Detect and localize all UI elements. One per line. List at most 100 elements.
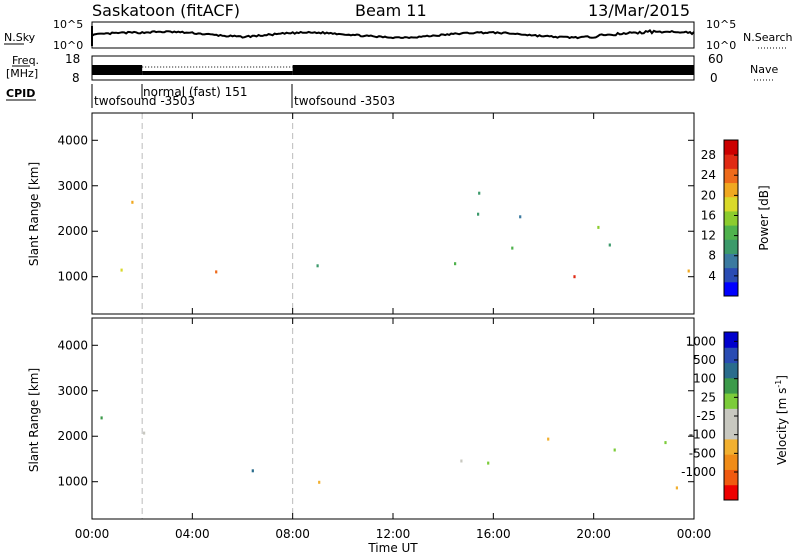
power-axes: 1000 2000 3000 4000 (57, 113, 695, 314)
y-tick-label: 4000 (57, 133, 88, 147)
scatter-cell (511, 246, 514, 250)
scatter-cell (460, 459, 463, 463)
power-colorbar-swatch (724, 210, 738, 226)
velocity-colorbar-swatch (724, 347, 738, 364)
nave-label: Nave (750, 63, 778, 76)
power-colorbar-swatch (724, 239, 738, 254)
velocity-ylabel: Slant Range [km] (27, 368, 41, 472)
power-colorbar-tick-label: 12 (701, 229, 716, 243)
y-tick-label: 1000 (57, 270, 88, 284)
freq-label-line2: [MHz] (6, 67, 38, 80)
velocity-colorbar-swatch (724, 393, 738, 409)
power-colorbar-swatch (724, 140, 738, 155)
velocity-colorbar-swatch (724, 332, 738, 348)
beam-title: Beam 11 (355, 1, 427, 20)
cpid-segment-1: twofsound -3503 (94, 94, 195, 108)
scatter-cell (478, 191, 481, 195)
velocity-colorbar-label: Velocity [m s-1] (774, 375, 789, 465)
scatter-cell (573, 275, 576, 279)
nsky-label: N.Sky (4, 31, 36, 44)
nsky-line (91, 29, 695, 40)
site-title: Saskatoon (fitACF) (92, 1, 240, 20)
nsearch-tick-top: 10^5 (706, 18, 736, 31)
power-colorbar-swatch (724, 253, 738, 269)
power-colorbar-label: Power [dB] (757, 185, 771, 250)
power-colorbar-tick-label: 4 (708, 269, 716, 283)
power-colorbar-swatch (724, 154, 738, 169)
x-tick-label: 00:00 (677, 527, 712, 541)
velocity-colorbar-swatch (724, 377, 738, 394)
scatter-cell (316, 264, 319, 268)
nsky-trace (91, 26, 695, 46)
freq-label-line1: Freq. (12, 54, 39, 67)
scatter-cell (597, 225, 600, 229)
y-tick-label: 4000 (57, 338, 88, 352)
velocity-colorbar-tick-label: 500 (693, 353, 716, 367)
velocity-colorbar-swatch (724, 484, 738, 501)
velocity-colorbar-swatch (724, 408, 738, 425)
velocity-colorbar-tick-label: -25 (696, 409, 716, 423)
scatter-cell (547, 437, 550, 441)
scatter-cell (608, 243, 611, 247)
x-tick-label: 00:00 (75, 527, 110, 541)
velocity-colorbar-tick-label: 1000 (685, 334, 716, 348)
y-tick-label: 1000 (57, 475, 88, 489)
nsearch-label: N.Search (743, 31, 793, 44)
scatter-cell (251, 469, 254, 473)
velocity-panel-frame (91, 317, 695, 520)
scatter-cell (120, 268, 123, 272)
x-tick-label: 04:00 (175, 527, 210, 541)
velocity-colorbar-tick-label: 100 (693, 372, 716, 386)
scatter-cell (687, 269, 690, 273)
power-colorbar-swatch (724, 168, 738, 184)
scatter-cell (318, 480, 321, 484)
velocity-colorbar-swatch (724, 362, 738, 379)
freq-tick-top: 18 (65, 52, 80, 66)
cpid-segment-3: twofsound -3503 (294, 94, 395, 108)
velocity-colorbar-tick-label: -1000 (681, 465, 716, 479)
y-tick-label: 3000 (57, 384, 88, 398)
nsearch-tick-bottom: 10^0 (706, 39, 736, 52)
freq-tick-bottom: 8 (72, 71, 80, 85)
velocity-colorbar-tick-label: -500 (689, 446, 716, 460)
power-plot-area (120, 113, 690, 314)
power-colorbar-swatch (724, 281, 738, 297)
power-colorbar-swatch (724, 267, 738, 283)
scatter-cell (613, 448, 616, 452)
power-colorbar-tick-label: 28 (701, 148, 716, 162)
cpid-segment-2: normal (fast) 151 (143, 85, 247, 99)
nsky-tick-bottom: 10^0 (53, 39, 83, 52)
power-colorbar-frame (723, 139, 739, 297)
velocity-colorbar: -1000 -500 -100 -25 25 100 500 1000 (681, 331, 739, 501)
date-title: 13/Mar/2015 (588, 1, 690, 20)
y-tick-label: 3000 (57, 179, 88, 193)
scatter-cell (477, 212, 480, 216)
power-colorbar-tick-label: 20 (701, 188, 716, 202)
velocity-colorbar-tick-label: 25 (701, 390, 716, 404)
velocity-colorbar-swatch (724, 423, 738, 440)
freq-trace (92, 65, 694, 75)
velocity-plot-area (100, 318, 678, 519)
power-ylabel: Slant Range [km] (27, 162, 41, 266)
power-colorbar-swatch (724, 225, 738, 240)
scatter-cell (143, 431, 146, 435)
x-tick-label: 20:00 (576, 527, 611, 541)
power-colorbar: 4 8 12 16 20 24 28 (701, 139, 739, 297)
scatter-cell (664, 441, 667, 445)
scatter-cell (100, 416, 103, 420)
scatter-cell (454, 262, 457, 266)
x-axis-label: Time UT (367, 541, 418, 554)
velocity-axes: 1000 2000 3000 4000 (57, 318, 695, 519)
velocity-colorbar-swatch (724, 454, 738, 470)
nave-tick-bottom: 0 (710, 71, 718, 85)
velocity-colorbar-tick-label: -100 (689, 428, 716, 442)
x-tick-label: 16:00 (476, 527, 511, 541)
scatter-cell (131, 200, 134, 204)
x-tick-labels: 00:00 04:00 08:00 12:00 16:00 20:00 00:00 (75, 527, 712, 541)
nave-tick-top: 60 (708, 52, 723, 66)
power-colorbar-swatch (724, 182, 738, 198)
power-colorbar-swatch (724, 196, 738, 212)
y-tick-label: 2000 (57, 224, 88, 238)
cpid-label: CPID (6, 87, 35, 100)
